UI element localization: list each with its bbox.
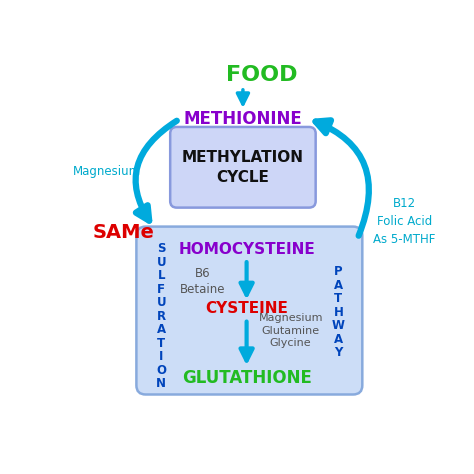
Text: FOOD: FOOD [226, 65, 297, 85]
Text: P
A
T
H
W
A
Y: P A T H W A Y [332, 265, 345, 359]
Text: S
U
L
F
U
R
A
T
I
O
N: S U L F U R A T I O N [156, 242, 166, 390]
Text: HOMOCYSTEINE: HOMOCYSTEINE [178, 242, 315, 257]
Text: METHIONINE: METHIONINE [183, 110, 302, 128]
Text: B6
Betaine: B6 Betaine [180, 267, 225, 296]
Text: SAMe: SAMe [92, 223, 154, 242]
Text: Magnesium
Glutamine
Glycine: Magnesium Glutamine Glycine [258, 313, 323, 348]
FancyBboxPatch shape [137, 227, 362, 394]
Text: CYSTEINE: CYSTEINE [205, 301, 288, 316]
Text: METHYLATION
CYCLE: METHYLATION CYCLE [182, 150, 304, 185]
Text: B12
Folic Acid
As 5-MTHF: B12 Folic Acid As 5-MTHF [374, 197, 436, 246]
FancyBboxPatch shape [170, 127, 316, 208]
Text: Magnesium: Magnesium [73, 165, 141, 178]
Text: GLUTATHIONE: GLUTATHIONE [182, 369, 311, 387]
